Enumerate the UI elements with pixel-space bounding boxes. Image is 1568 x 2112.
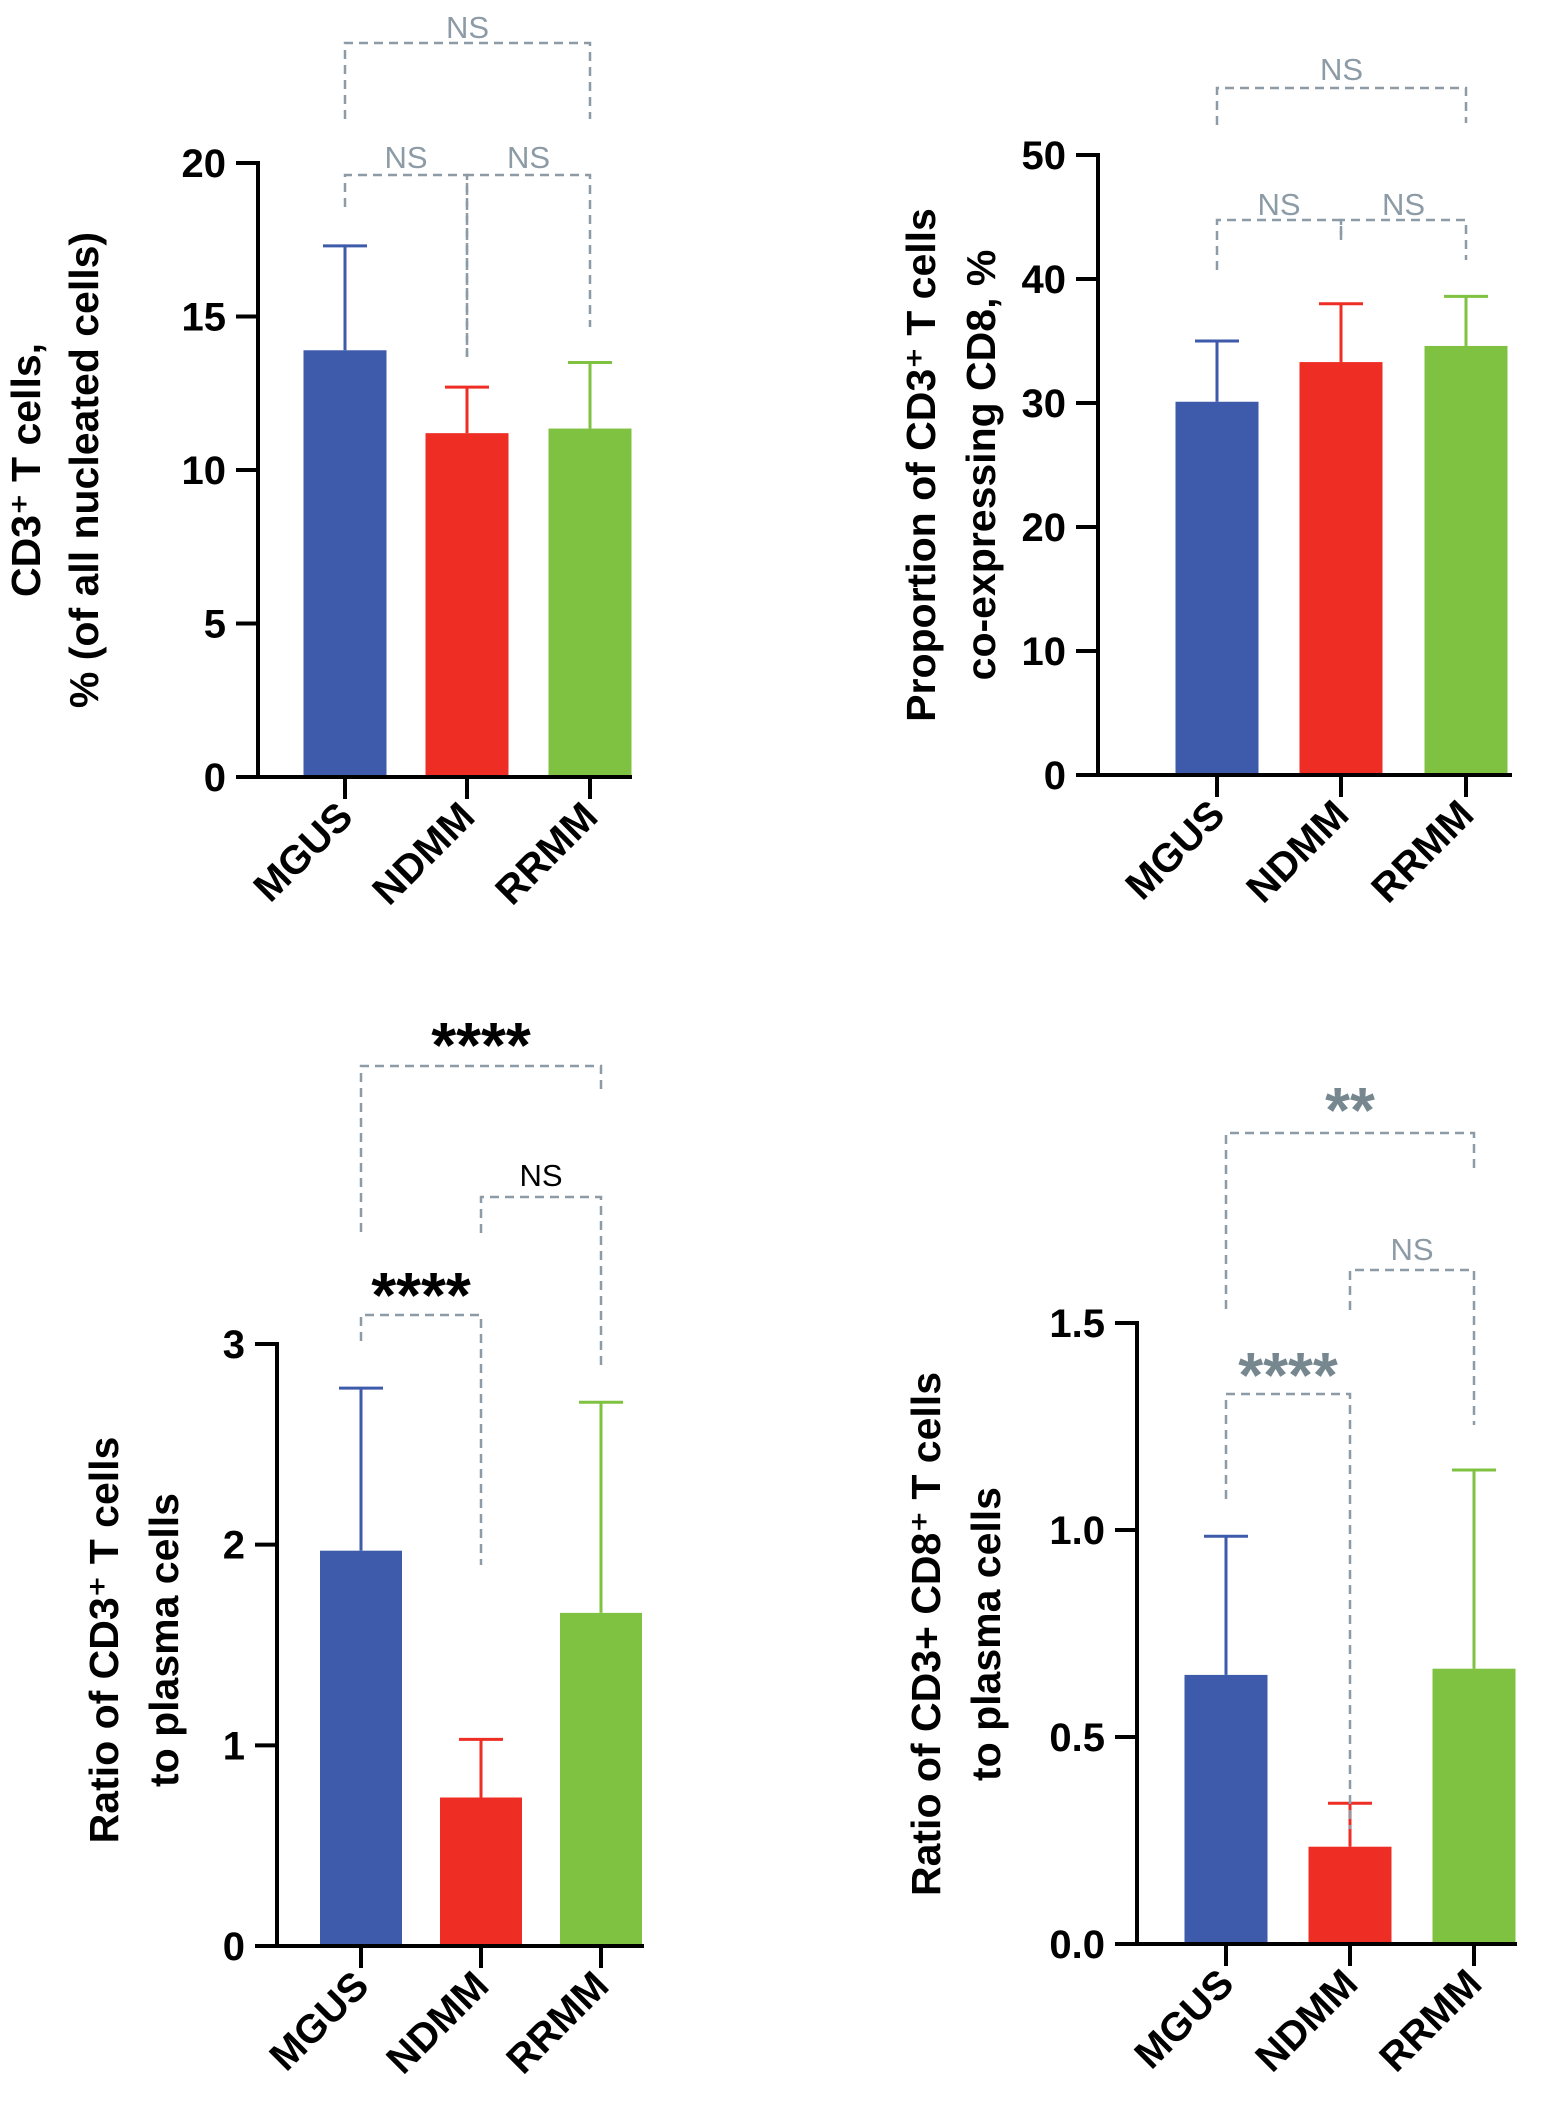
y-tick-label: 2	[223, 1524, 245, 1568]
y-axis-title-line-2: % (of all nucleated cells)	[61, 232, 107, 708]
y-tick-label: 20	[1022, 506, 1067, 550]
category-label-rrmm: RRMM	[487, 794, 606, 913]
panel-bottom-right: 0.0 0.5 1.0 1.5 MGUS NDMM RRMM Ratio of CD3+ CD…	[903, 1074, 1517, 2080]
bar-ndmm	[1299, 362, 1383, 775]
y-tick-label: 10	[1022, 630, 1067, 674]
significance-ns: NS	[1390, 1232, 1433, 1267]
significance-stars: **	[1325, 1074, 1375, 1146]
significance-bracket	[343, 41, 592, 119]
category-label-ndmm: NDMM	[364, 794, 483, 913]
y-tick-label: 10	[182, 449, 227, 493]
panel-top-left: 0 5 10 15 20 MGUS NDMM RRMM CD3⁺ T cells, % (of a…	[3, 10, 632, 913]
category-label-ndmm: NDMM	[378, 1963, 497, 2082]
bar-ndmm	[425, 433, 509, 777]
significance-bracket	[1339, 218, 1468, 260]
y-tick-label: 0	[204, 756, 226, 800]
panel-bottom-left: 0 1 2 3 MGUS NDMM RRMM Ratio of CD3⁺ T cells to …	[81, 1009, 644, 2082]
significance-ns: NS	[446, 10, 489, 45]
category-label-rrmm: RRMM	[498, 1963, 617, 2082]
y-axis-title-line-2: to plasma cells	[141, 1493, 187, 1787]
y-tick-label: 0.5	[1049, 1716, 1105, 1760]
significance-bracket	[343, 173, 469, 357]
category-label-mgus: MGUS	[1117, 792, 1233, 908]
category-label-ndmm: NDMM	[1247, 1961, 1366, 2080]
y-axis-title-line-1: Ratio of CD3+ CD8⁺ T cells	[903, 1372, 949, 1896]
y-axis-title-line-2: to plasma cells	[963, 1487, 1009, 1781]
significance-bracket	[1224, 1131, 1476, 1309]
bar-rrmm	[560, 1612, 642, 1946]
y-tick-label: 30	[1022, 382, 1067, 426]
category-label-ndmm: NDMM	[1238, 792, 1357, 911]
category-label-mgus: MGUS	[245, 794, 361, 910]
significance-stars: ****	[371, 1259, 471, 1331]
bar-rrmm	[548, 428, 632, 777]
y-tick-label: 1.5	[1049, 1302, 1105, 1346]
y-tick-label: 5	[204, 603, 226, 647]
bar-mgus	[1175, 401, 1259, 775]
y-tick-label: 0.0	[1049, 1923, 1105, 1967]
significance-bracket	[1348, 1268, 1476, 1425]
significance-bracket	[465, 173, 592, 357]
y-axis-title-line-1: CD3⁺ T cells,	[3, 343, 49, 597]
significance-bracket	[1215, 86, 1468, 125]
y-axis-title-line-2: co-expressing CD8, %	[958, 250, 1004, 681]
bar-mgus	[320, 1550, 402, 1946]
category-label-rrmm: RRMM	[1371, 1961, 1490, 2080]
significance-bracket	[479, 1195, 603, 1367]
significance-ns: NS	[384, 140, 427, 175]
bar-ndmm	[440, 1797, 522, 1946]
significance-ns: NS	[507, 140, 550, 175]
y-tick-label: 50	[1022, 134, 1067, 178]
significance-bracket	[359, 1313, 483, 1565]
bar-ndmm	[1308, 1846, 1392, 1944]
significance-bracket	[1224, 1392, 1352, 1829]
significance-stars: ****	[431, 1009, 531, 1081]
y-tick-label: 1.0	[1049, 1509, 1105, 1553]
significance-ns: NS	[1382, 187, 1425, 222]
significance-ns: NS	[1257, 187, 1300, 222]
significance-ns: NS	[1320, 52, 1363, 87]
panel-top-right: 0 10 20 30 40 50 MGUS NDMM RRMM Proportion of CD3…	[898, 52, 1512, 911]
y-tick-label: 0	[223, 1925, 245, 1969]
significance-stars: ****	[1238, 1339, 1338, 1411]
bar-rrmm	[1424, 345, 1508, 775]
y-tick-label: 40	[1022, 258, 1067, 302]
significance-bracket	[359, 1064, 603, 1232]
bar-mgus	[303, 350, 387, 777]
bar-mgus	[1184, 1674, 1268, 1944]
bar-rrmm	[1432, 1668, 1516, 1944]
y-tick-label: 3	[223, 1323, 245, 1367]
y-axis-title-line-1: Ratio of CD3⁺ T cells	[81, 1437, 127, 1844]
y-tick-label: 20	[182, 142, 227, 186]
significance-bracket	[1215, 218, 1343, 270]
y-tick-label: 15	[182, 296, 227, 340]
significance-ns: NS	[519, 1158, 562, 1193]
category-label-mgus: MGUS	[1126, 1961, 1242, 2077]
category-label-rrmm: RRMM	[1363, 792, 1482, 911]
y-axis-title-line-1: Proportion of CD3⁺ T cells	[898, 208, 944, 722]
category-label-mgus: MGUS	[261, 1963, 377, 2079]
y-tick-label: 0	[1044, 754, 1066, 798]
y-tick-label: 1	[223, 1724, 245, 1768]
